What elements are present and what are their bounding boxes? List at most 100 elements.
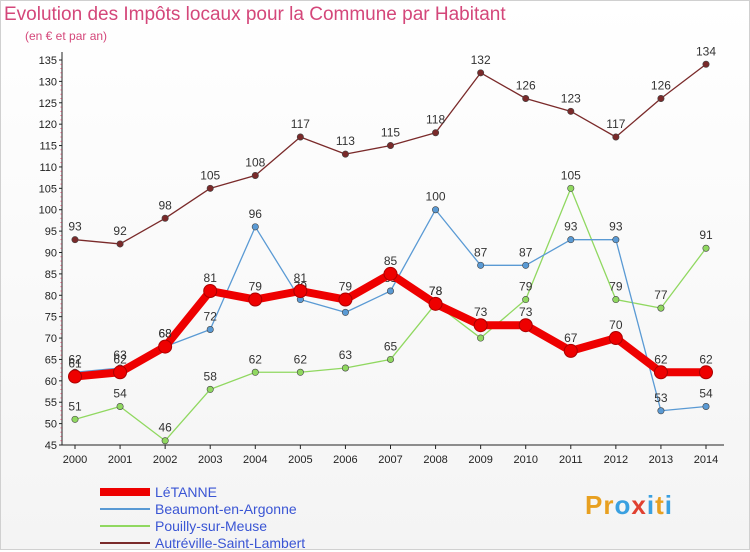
data-point	[657, 407, 665, 415]
logo-letter: o	[614, 490, 632, 520]
data-point	[296, 368, 304, 376]
data-point	[71, 415, 79, 423]
chart-subtitle: (en € et par an)	[25, 29, 108, 43]
data-label: 87	[519, 245, 533, 259]
series-line	[74, 63, 707, 245]
data-point	[612, 236, 620, 244]
x-tick-label: 2002	[153, 454, 177, 466]
data-point	[473, 318, 488, 333]
data-label: 65	[384, 339, 398, 353]
x-tick-label: 2004	[243, 454, 267, 466]
data-label: 132	[471, 53, 491, 67]
y-tick-label: 65	[45, 354, 57, 366]
data-point	[702, 60, 710, 68]
y-tick-label: 100	[39, 205, 57, 217]
data-point	[432, 129, 440, 137]
logo-letter: t	[655, 490, 665, 520]
data-point	[432, 206, 440, 214]
data-point	[251, 172, 259, 180]
data-point	[702, 244, 710, 252]
data-point	[161, 437, 169, 445]
data-label: 77	[654, 288, 668, 302]
data-point	[296, 133, 304, 141]
x-tick-label: 2006	[333, 454, 357, 466]
data-label: 79	[249, 280, 263, 294]
data-label: 62	[249, 352, 263, 366]
data-point	[341, 150, 349, 158]
data-label: 61	[68, 357, 82, 371]
data-point	[518, 318, 533, 333]
data-point	[386, 355, 394, 363]
data-point	[251, 368, 259, 376]
x-tick-label: 2011	[559, 454, 583, 466]
y-tick-label: 120	[39, 119, 57, 131]
data-point	[161, 214, 169, 222]
data-point	[522, 296, 530, 304]
data-point	[702, 402, 710, 410]
data-label: 79	[339, 280, 353, 294]
data-label: 62	[294, 352, 308, 366]
data-label: 126	[651, 79, 671, 93]
data-point	[567, 107, 575, 115]
data-label: 105	[561, 168, 581, 182]
y-tick-label: 130	[39, 76, 57, 88]
data-label: 79	[519, 280, 533, 294]
data-label: 92	[113, 224, 127, 238]
data-point	[657, 95, 665, 103]
data-point	[477, 69, 485, 77]
logo-letter: x	[631, 490, 647, 520]
data-label: 62	[113, 352, 127, 366]
data-label: 93	[609, 220, 623, 234]
data-label: 78	[429, 284, 443, 298]
data-label: 98	[158, 198, 172, 212]
data-point	[116, 240, 124, 248]
data-point	[477, 334, 485, 342]
y-tick-label: 60	[45, 376, 57, 388]
data-label: 53	[654, 391, 668, 405]
x-tick-label: 2005	[288, 454, 312, 466]
data-label: 72	[204, 310, 218, 324]
y-tick-label: 45	[45, 440, 57, 452]
data-point	[206, 184, 214, 192]
data-label: 81	[204, 271, 218, 285]
data-point	[608, 331, 623, 346]
chart-title: Evolution des Impôts locaux pour la Comm…	[4, 4, 506, 25]
legend: LéTANNE Beaumont-en-Argonne Pouilly-sur-Me…	[100, 484, 420, 552]
legend-label: LéTANNE	[155, 484, 217, 500]
data-point	[338, 292, 353, 307]
y-tick-label: 85	[45, 269, 57, 281]
data-point	[428, 296, 443, 311]
data-label: 54	[113, 387, 127, 401]
data-label: 105	[200, 168, 220, 182]
data-label: 115	[381, 126, 400, 140]
logo-letter: r	[603, 490, 615, 520]
data-point	[383, 266, 398, 281]
x-tick-label: 2001	[108, 454, 132, 466]
legend-swatch	[100, 525, 150, 527]
data-label: 81	[294, 271, 308, 285]
y-tick-label: 90	[45, 248, 57, 260]
data-label: 96	[249, 207, 263, 221]
logo-letter: P	[585, 490, 604, 520]
data-label: 108	[245, 156, 265, 170]
y-tick-label: 80	[45, 290, 57, 302]
data-point	[386, 142, 394, 150]
legend-label: Autréville-Saint-Lambert	[155, 535, 306, 551]
data-label: 62	[654, 352, 668, 366]
data-label: 51	[68, 399, 82, 413]
data-point	[203, 284, 218, 298]
data-label: 70	[609, 318, 623, 332]
data-point	[612, 133, 620, 141]
x-tick-label: 2000	[63, 454, 87, 466]
data-label: 126	[516, 79, 536, 93]
data-label: 87	[474, 245, 488, 259]
data-label: 62	[699, 352, 713, 366]
data-label: 100	[426, 190, 446, 204]
data-point	[248, 292, 263, 307]
data-label: 93	[564, 220, 578, 234]
data-point	[206, 325, 214, 333]
data-label: 73	[519, 305, 533, 319]
data-label: 78	[429, 284, 443, 298]
x-tick-label: 2013	[649, 454, 673, 466]
